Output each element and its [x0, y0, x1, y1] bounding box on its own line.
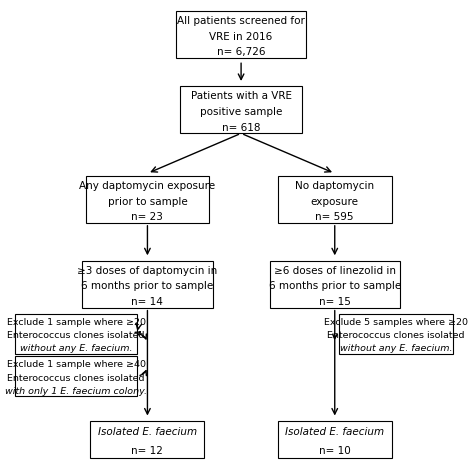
Text: without any E. faecium.: without any E. faecium. [20, 345, 132, 354]
FancyArrowPatch shape [140, 371, 146, 375]
Text: Exclude 5 samples where ≥20: Exclude 5 samples where ≥20 [324, 318, 468, 327]
Text: 6 months prior to sample: 6 months prior to sample [269, 282, 401, 292]
Text: All patients screened for: All patients screened for [177, 16, 305, 26]
Text: Enterococcus clones isolated: Enterococcus clones isolated [8, 331, 145, 340]
FancyBboxPatch shape [82, 261, 212, 308]
Text: n= 6,726: n= 6,726 [217, 47, 265, 57]
FancyBboxPatch shape [15, 356, 137, 396]
FancyBboxPatch shape [270, 261, 400, 308]
Text: Exclude 1 sample where ≥40: Exclude 1 sample where ≥40 [7, 360, 146, 369]
Text: Enterococcus clones isolated: Enterococcus clones isolated [327, 331, 465, 340]
FancyBboxPatch shape [86, 176, 209, 223]
Text: ≥3 doses of daptomycin in: ≥3 doses of daptomycin in [77, 266, 218, 276]
FancyBboxPatch shape [15, 314, 137, 354]
Text: Enterococcus clones isolated: Enterococcus clones isolated [8, 374, 145, 383]
FancyArrowPatch shape [140, 334, 146, 339]
Text: prior to sample: prior to sample [108, 197, 187, 207]
Text: Exclude 1 sample where ≥20: Exclude 1 sample where ≥20 [7, 318, 146, 327]
Text: Isolated E. faecium: Isolated E. faecium [98, 427, 197, 437]
Text: n= 595: n= 595 [316, 212, 354, 222]
FancyBboxPatch shape [278, 176, 392, 223]
Text: Any daptomycin exposure: Any daptomycin exposure [79, 181, 216, 191]
FancyBboxPatch shape [91, 421, 204, 458]
Text: n= 10: n= 10 [319, 446, 351, 456]
Text: positive sample: positive sample [200, 107, 283, 117]
Text: n= 15: n= 15 [319, 297, 351, 307]
Text: No daptomycin: No daptomycin [295, 181, 374, 191]
Text: n= 14: n= 14 [131, 297, 164, 307]
Text: 6 months prior to sample: 6 months prior to sample [82, 282, 214, 292]
FancyBboxPatch shape [278, 421, 392, 458]
FancyArrowPatch shape [333, 334, 337, 339]
FancyBboxPatch shape [176, 11, 306, 58]
Text: n= 12: n= 12 [131, 446, 164, 456]
Text: n= 618: n= 618 [222, 123, 260, 133]
FancyBboxPatch shape [339, 314, 453, 354]
Text: without any E. faecium.: without any E. faecium. [339, 345, 452, 354]
Text: VRE in 2016: VRE in 2016 [210, 32, 273, 42]
Text: exposure: exposure [311, 197, 359, 207]
Text: ≥6 doses of linezolid in: ≥6 doses of linezolid in [274, 266, 396, 276]
Text: with only 1 E. faecium colony.: with only 1 E. faecium colony. [5, 387, 147, 396]
Text: n= 23: n= 23 [131, 212, 164, 222]
Text: Patients with a VRE: Patients with a VRE [191, 91, 292, 101]
Text: Isolated E. faecium: Isolated E. faecium [285, 427, 384, 437]
FancyBboxPatch shape [180, 86, 302, 133]
